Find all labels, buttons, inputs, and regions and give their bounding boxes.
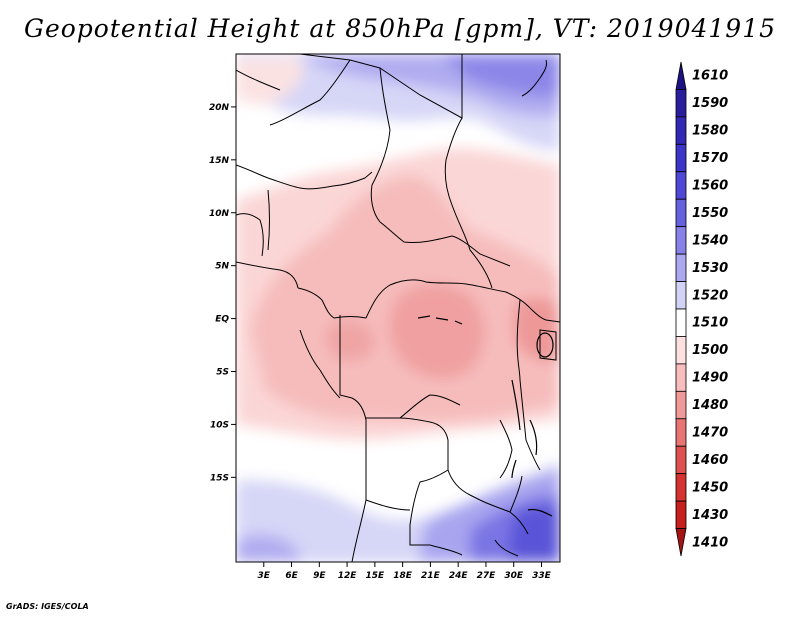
plot-title: Geopotential Height at 850hPa [gpm], VT:… [23, 14, 777, 43]
x-tick-label: 3E [258, 571, 271, 581]
colorbar-label: 1460 [692, 453, 728, 468]
y-axis: 20N 15N 10N 5N EQ 5S 10S 15S [209, 103, 236, 483]
x-tick-label: 30E [504, 571, 524, 581]
y-tick-label: 10S [210, 420, 229, 430]
x-tick-label: 24E [449, 571, 469, 581]
colorbar-label: 1500 [692, 343, 728, 358]
colorbar-label: 1580 [692, 124, 728, 139]
colorbar-swatch [675, 89, 687, 118]
y-tick-label: 15N [209, 156, 230, 166]
y-tick-label: 5S [216, 368, 229, 378]
colorbar-swatch [675, 253, 687, 282]
colorbar-swatch [675, 473, 687, 502]
colorbar-swatch [675, 198, 687, 228]
colorbar-label: 1470 [692, 426, 728, 441]
colorbar-swatch [675, 171, 687, 200]
colorbar-label: 1520 [692, 288, 728, 303]
colorbar-swatch [675, 116, 687, 145]
map-frame [235, 53, 561, 563]
colorbar-label: 1480 [692, 398, 728, 413]
x-tick-label: 9E [313, 571, 326, 581]
colorbar-swatch [675, 390, 687, 420]
footer-credit: GrADS: IGES/COLA [6, 602, 89, 611]
colorbar-label: 1410 [692, 535, 728, 550]
x-tick-label: 15E [366, 571, 386, 581]
colorbar-swatch [675, 363, 687, 392]
colorbar-swatch [675, 281, 687, 310]
colorbar: 1610 1590 1580 1570 1560 1550 1540 1530 1520 1510… [675, 61, 728, 557]
height-field [236, 54, 560, 562]
y-tick-label: 5N [215, 262, 229, 272]
y-tick-label: 15S [210, 473, 229, 483]
colorbar-swatch [675, 336, 687, 365]
x-tick-label: 21E [421, 571, 441, 581]
lakes [417, 315, 554, 517]
colorbar-swatch [675, 143, 687, 173]
country-borders [236, 54, 560, 562]
x-tick-label: 33E [532, 571, 552, 581]
x-axis: 3E 6E 9E 12E 15E 18E 21E 24E 27E 30E 33E [258, 562, 552, 581]
colorbar-label: 1490 [692, 371, 728, 386]
x-tick-label: 18E [393, 571, 413, 581]
colorbar-label: 1510 [692, 316, 728, 331]
x-tick-label: 27E [477, 571, 497, 581]
colorbar-swatch [675, 445, 687, 475]
colorbar-swatch [675, 528, 687, 557]
x-tick-label: 6E [285, 571, 298, 581]
colorbar-swatch [675, 418, 687, 447]
y-tick-label: 20N [209, 103, 230, 113]
y-tick-label: EQ [215, 315, 229, 325]
colorbar-swatch [675, 61, 687, 90]
colorbar-label: 1590 [692, 96, 728, 111]
colorbar-label: 1430 [692, 508, 728, 523]
colorbar-label: 1560 [692, 179, 728, 194]
colorbar-label: 1550 [692, 206, 728, 221]
colorbar-label: 1610 [692, 69, 728, 84]
colorbar-label: 1540 [692, 233, 728, 248]
colorbar-label: 1450 [692, 480, 728, 495]
x-tick-label: 12E [338, 571, 358, 581]
colorbar-swatch [675, 500, 687, 529]
y-tick-label: 10N [209, 209, 230, 219]
colorbar-swatch [675, 226, 687, 255]
colorbar-label: 1530 [692, 261, 728, 276]
colorbar-label: 1570 [692, 151, 728, 166]
colorbar-swatch [675, 308, 687, 337]
